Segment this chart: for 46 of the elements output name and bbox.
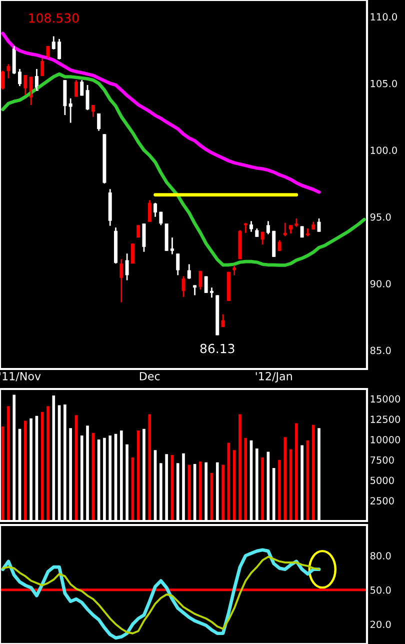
annotation: 86.13 <box>200 344 234 354</box>
candlestick <box>164 222 168 252</box>
y-tick-label: 50.0 <box>370 586 391 594</box>
y-tick-label: 110.0 <box>370 13 397 21</box>
bar <box>40 412 44 521</box>
x-tick-label: '12/Jan <box>256 372 292 382</box>
bar <box>312 424 315 521</box>
y-tick-label: 105.0 <box>370 80 397 88</box>
bar <box>46 406 50 521</box>
x-tick-label: '11/Nov <box>0 372 41 382</box>
y-tick-label: 80.0 <box>370 552 391 560</box>
bar <box>261 457 264 521</box>
bar <box>188 464 191 521</box>
bar <box>284 437 287 521</box>
annotation: 108.530 <box>29 13 79 23</box>
line-series <box>1 32 321 194</box>
y-tick-label: 95.0 <box>370 213 391 221</box>
candlestick <box>272 230 276 258</box>
y-tick-label: 90.0 <box>370 280 391 288</box>
x-tick-label: Dec <box>140 372 160 380</box>
y-tick-label: 2500 <box>370 497 394 504</box>
bar <box>7 406 10 521</box>
candlestick <box>136 224 140 238</box>
bar <box>295 423 298 521</box>
bar <box>92 433 95 521</box>
bar <box>244 438 248 521</box>
candlestick <box>130 242 134 264</box>
bar <box>238 414 242 521</box>
y-tick-label: 7500 <box>370 456 394 464</box>
candlestick <box>216 294 220 336</box>
candlestick <box>300 226 304 238</box>
y-tick-label: 10000 <box>370 436 400 444</box>
bar <box>24 420 27 521</box>
bar <box>148 414 152 521</box>
y-tick-label: 5000 <box>370 476 394 484</box>
y-tick-label: 100.0 <box>370 146 397 154</box>
candlestick <box>204 276 208 294</box>
y-tick-label: 12500 <box>370 416 400 423</box>
line-series <box>1 72 366 267</box>
bar <box>199 462 202 521</box>
bar <box>278 460 281 521</box>
candlestick <box>226 271 230 302</box>
y-tick-label: 20.0 <box>370 620 391 628</box>
y-tick-label: 15000 <box>370 395 400 403</box>
y-tick-label: 85.0 <box>370 346 391 354</box>
bar <box>222 464 224 521</box>
